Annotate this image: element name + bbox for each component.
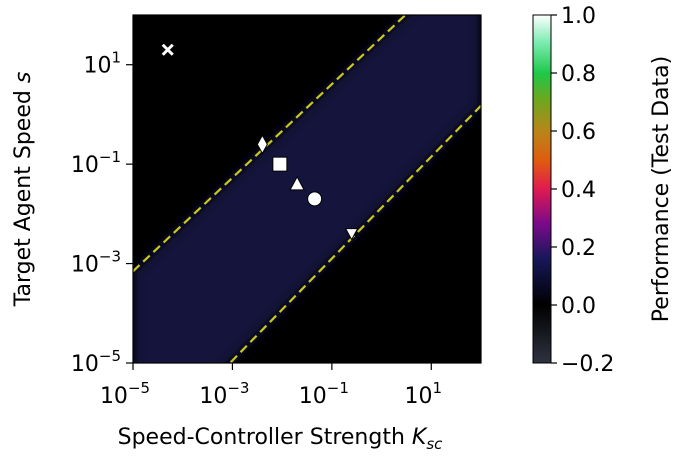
- x-tick-label: 10−3: [199, 379, 249, 409]
- markers: [161, 43, 359, 241]
- marker-diamond: [256, 134, 268, 155]
- marker-triangle-down: [344, 228, 359, 241]
- x-tick-label: 10−5: [100, 379, 150, 409]
- colorbar-tick-label: −0.2: [561, 352, 614, 377]
- y-tick-label: 10−3: [71, 248, 121, 278]
- colorbar-tick-label: 0.6: [561, 120, 596, 145]
- marker-circle: [307, 191, 323, 207]
- colorbar-tick-label: 0.2: [561, 236, 596, 261]
- x-axis-ticks: 10−5 10−3 10−1 101: [100, 363, 442, 409]
- y-tick-label: 10−5: [71, 347, 121, 377]
- colorbar-tick-label: 0.4: [561, 178, 596, 203]
- marker-square: [272, 156, 288, 172]
- colorbar-tick-label: 0.8: [561, 62, 596, 87]
- upper-boundary-line: [133, 15, 407, 273]
- marker-x: [161, 43, 174, 56]
- marker-triangle-up: [289, 175, 305, 191]
- colorbar-ticks: −0.2 0.0 0.2 0.4 0.6 0.8 1.0: [551, 4, 614, 377]
- y-tick-label: 101: [83, 49, 121, 79]
- colorbar-tick-label: 1.0: [561, 4, 596, 29]
- y-axis-ticks: 10−5 10−3 10−1 101: [71, 49, 133, 377]
- colorbar: −0.2 0.0 0.2 0.4 0.6 0.8 1.0 Performance (Test…: [532, 4, 674, 377]
- plot-area: [132, 14, 482, 364]
- y-axis-label: Target Agent Speed s: [11, 72, 36, 308]
- plot-frame: [132, 14, 482, 364]
- x-axis-label: Speed-Controller Strength Ksc: [118, 425, 444, 453]
- colorbar-tick-label: 0.0: [561, 294, 596, 319]
- colorbar-gradient: [532, 14, 552, 364]
- x-tick-label: 10−1: [299, 379, 349, 409]
- x-tick-label: 101: [405, 379, 443, 409]
- colorbar-label: Performance (Test Data): [649, 56, 674, 322]
- y-tick-label: 10−1: [71, 148, 121, 178]
- performance-band: [133, 15, 481, 363]
